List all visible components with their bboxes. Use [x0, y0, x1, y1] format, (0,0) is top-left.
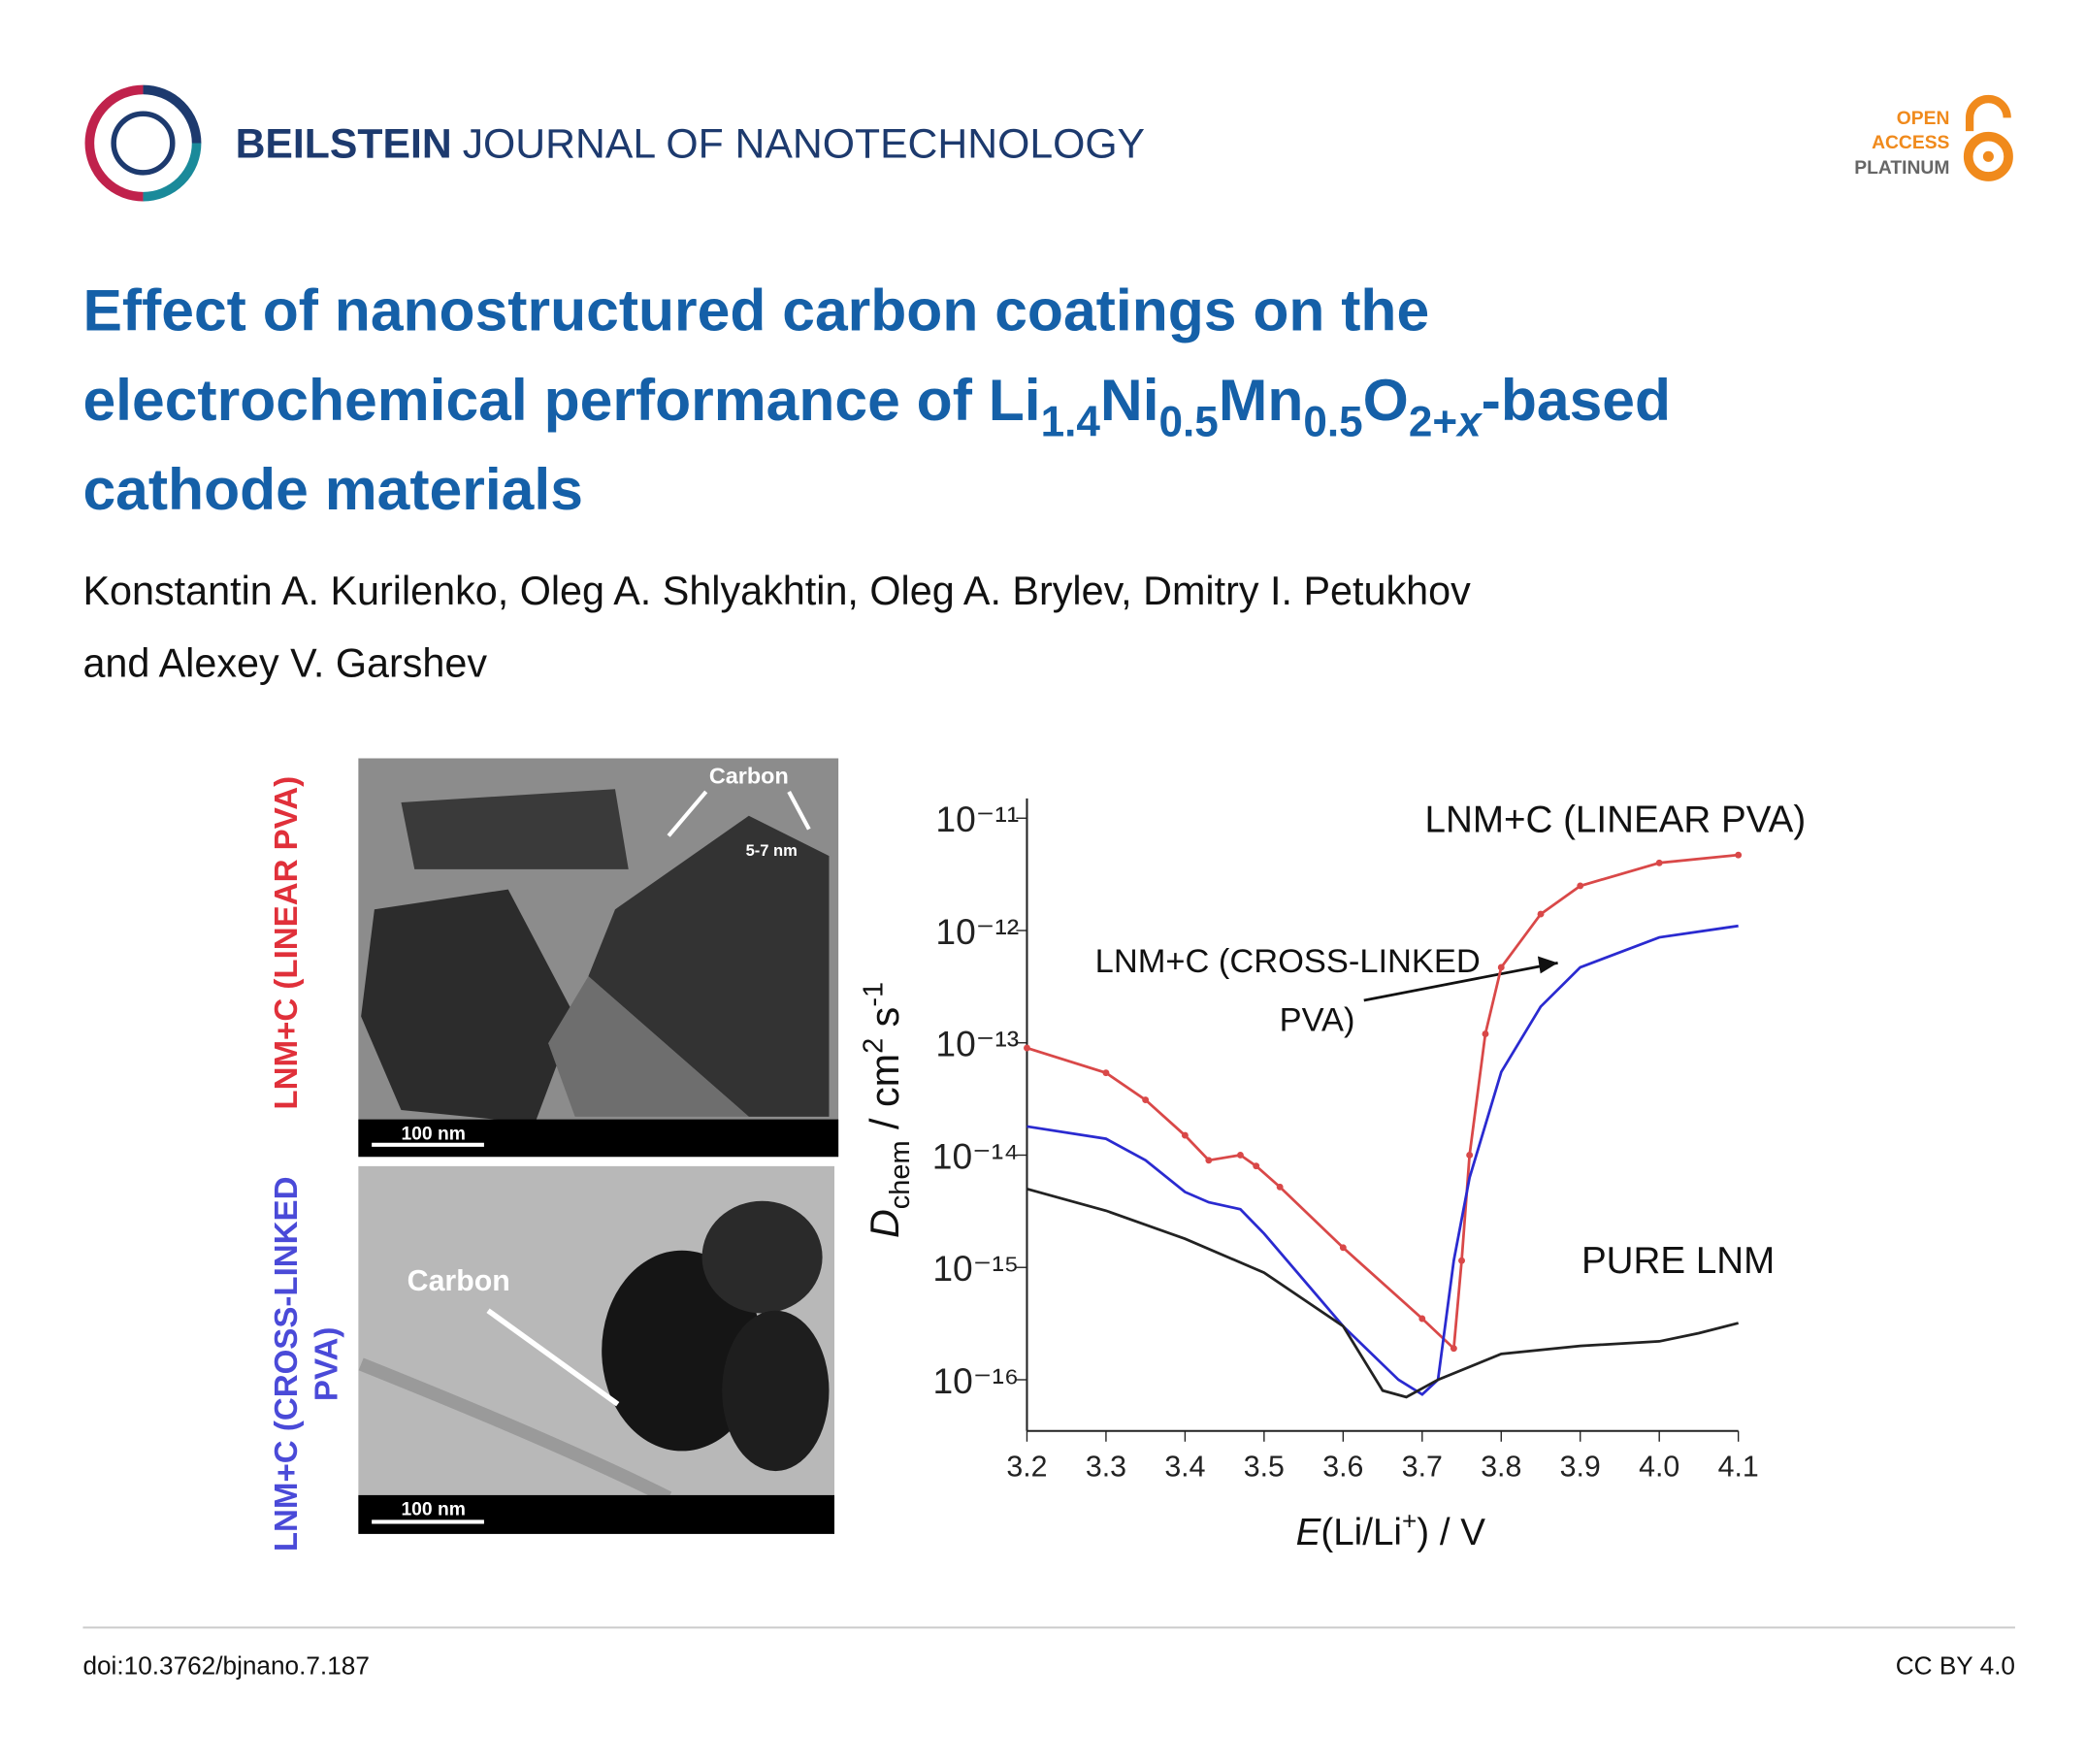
title-seg: electrochemical performance of Li	[82, 367, 1040, 433]
y-axis-label: Dchem / cm2 s-1	[859, 982, 917, 1238]
scale-label: 100 nm	[401, 1124, 465, 1144]
badge: OPEN ACCESS PLATINUM	[1854, 95, 2013, 181]
data-point	[1577, 882, 1584, 890]
title-sub: 0.5	[1159, 398, 1219, 445]
title-sub: x	[1455, 398, 1483, 445]
doi: doi:10.3762/bjnano.7.187	[82, 1651, 369, 1681]
label-part: -1	[859, 982, 890, 1007]
data-point	[1181, 1131, 1189, 1139]
annotation: PVA)	[1280, 1002, 1355, 1039]
label-part: ) / V	[1417, 1512, 1485, 1553]
tem-label: Carbon	[407, 1265, 510, 1297]
title-line: electrochemical performance of Li1.4Ni0.…	[82, 367, 1671, 446]
tem-label: Carbon	[709, 764, 789, 789]
x-tick-label: 4.1	[1718, 1452, 1759, 1484]
side-label: PVA)	[309, 1327, 344, 1402]
data-point	[1466, 1152, 1474, 1159]
data-point	[1482, 1030, 1489, 1038]
authors: Konstantin A. Kurilenko, Oleg A. Shlyakh…	[82, 569, 1471, 685]
title-seg: Mn	[1219, 367, 1304, 433]
y-tick-label: 10⁻¹³	[935, 1024, 1019, 1064]
author-line: and Alexey V. Garshev	[82, 640, 487, 685]
tem-label: 5-7 nm	[746, 841, 798, 860]
title: Effect of nanostructured carbon coatings…	[82, 277, 1671, 522]
label-part: / cm	[863, 1054, 907, 1141]
data-point	[1418, 1315, 1426, 1323]
title-sub: 2+	[1409, 398, 1457, 445]
x-tick-label: 3.9	[1560, 1452, 1601, 1484]
badge-text: ACCESS	[1872, 133, 1949, 153]
journal-rest: JOURNAL OF NANOTECHNOLOGY	[463, 121, 1145, 168]
chart: Dchem / cm2 s-1 E(Li/Li+) / V LNM+C (LIN…	[859, 798, 1807, 1553]
x-tick-label: 3.2	[1006, 1452, 1047, 1484]
data-point	[1537, 910, 1545, 918]
x-axis-label: E(Li/Li+) / V	[1296, 1507, 1486, 1553]
badge-text: PLATINUM	[1854, 158, 1949, 179]
annotations: LNM+C (LINEAR PVA) LNM+C (CROSS-LINKED P…	[1095, 799, 1807, 1282]
side-label: LNM+C (CROSS-LINKED	[269, 1177, 305, 1552]
logo	[84, 84, 202, 202]
y-tick-label: 10⁻¹⁶	[932, 1360, 1019, 1401]
side-label: LNM+C (LINEAR PVA)	[269, 776, 305, 1110]
title-seg: -based	[1482, 367, 1671, 433]
data-point	[1205, 1157, 1213, 1164]
x-tick-label: 3.3	[1086, 1452, 1126, 1484]
license: CC BY 4.0	[1896, 1651, 2015, 1681]
label-part: (Li/Li	[1320, 1512, 1402, 1553]
y-tick-label: 10⁻¹²	[935, 911, 1019, 952]
x-tick-label: 4.0	[1639, 1452, 1679, 1484]
title-sub: 1.4	[1041, 398, 1101, 445]
badge-text: OPEN	[1897, 109, 1950, 129]
data-point	[1497, 964, 1505, 971]
data-point	[1024, 1044, 1030, 1052]
data-point	[1236, 1152, 1244, 1159]
tem-top: 100 nm Carbon 5-7 nm	[358, 758, 839, 1158]
data-point	[1339, 1244, 1347, 1252]
x-tick-label: 3.4	[1164, 1452, 1205, 1484]
title-seg: O	[1363, 367, 1409, 433]
x-tick-label: 3.8	[1481, 1452, 1521, 1484]
label-part: +	[1402, 1507, 1417, 1536]
tem-bottom: 100 nm Carbon	[358, 1165, 834, 1534]
label-part: D	[863, 1209, 907, 1238]
y-tick-label: 10⁻¹¹	[935, 799, 1019, 839]
y-tick-label: 10⁻¹⁴	[932, 1135, 1019, 1176]
label-part: chem	[885, 1140, 916, 1209]
data-point	[1102, 1069, 1110, 1077]
series-line	[1027, 1187, 1740, 1399]
data-point	[1655, 859, 1663, 866]
journal-bold: BEILSTEIN	[236, 121, 452, 168]
data-point	[1276, 1183, 1284, 1191]
author-line: Konstantin A. Kurilenko, Oleg A. Shlyakh…	[82, 569, 1471, 613]
title-seg: Ni	[1100, 367, 1159, 433]
label-part: s	[863, 1007, 907, 1038]
title-sub: 0.5	[1303, 398, 1362, 445]
annotation: LNM+C (LINEAR PVA)	[1425, 799, 1807, 840]
data-point	[1450, 1345, 1457, 1353]
label-part: 2	[859, 1038, 890, 1054]
data-point	[1142, 1096, 1150, 1104]
title-line: Effect of nanostructured carbon coatings…	[82, 277, 1429, 343]
data-point	[1735, 851, 1743, 859]
journal-name: BEILSTEIN JOURNAL OF NANOTECHNOLOGY	[236, 121, 1145, 168]
annotation: LNM+C (CROSS-LINKED	[1095, 943, 1481, 980]
x-tick-label: 3.6	[1322, 1452, 1363, 1484]
side-labels: LNM+C (LINEAR PVA) LNM+C (CROSS-LINKED P…	[269, 776, 344, 1552]
data-point	[1458, 1257, 1465, 1264]
data-point	[1253, 1162, 1260, 1170]
title-line: cathode materials	[82, 456, 583, 522]
series-line	[1027, 924, 1739, 1396]
x-tick-label: 3.7	[1402, 1452, 1443, 1484]
label-part: E	[1296, 1512, 1322, 1553]
y-tick-label: 10⁻¹⁵	[932, 1248, 1019, 1289]
scale-label: 100 nm	[401, 1500, 465, 1520]
x-tick-label: 3.5	[1244, 1452, 1285, 1484]
annotation: PURE LNM	[1581, 1240, 1775, 1282]
